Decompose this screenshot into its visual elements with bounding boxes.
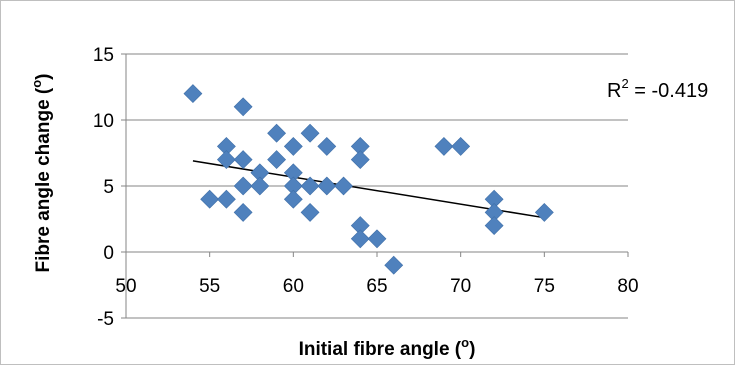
- y-tick-label: 15: [93, 45, 114, 66]
- data-point: [385, 256, 403, 274]
- data-point: [301, 124, 319, 142]
- x-tick-label: 75: [534, 276, 555, 297]
- data-point: [301, 203, 319, 221]
- data-point: [268, 151, 286, 169]
- data-point: [368, 230, 386, 248]
- data-point: [452, 137, 470, 155]
- y-tick-label: 10: [93, 111, 114, 132]
- data-point: [535, 203, 553, 221]
- x-tick-label: 65: [366, 276, 387, 297]
- data-point: [351, 151, 369, 169]
- data-point: [234, 177, 252, 195]
- data-point: [268, 124, 286, 142]
- data-point: [234, 98, 252, 116]
- data-point: [184, 85, 202, 103]
- r-squared-annotation: R2 = -0.419: [607, 76, 708, 102]
- data-point: [318, 177, 336, 195]
- data-point: [485, 217, 503, 235]
- y-axis-title: Fibre angle change (o): [29, 73, 54, 272]
- data-point: [234, 151, 252, 169]
- data-point: [351, 230, 369, 248]
- data-point: [251, 177, 269, 195]
- x-axis-title: Initial fibre angle (o): [299, 335, 476, 360]
- data-points: [184, 85, 553, 275]
- data-point: [234, 203, 252, 221]
- y-tick-label: 5: [103, 177, 114, 198]
- x-tick-label: 50: [115, 276, 136, 297]
- x-tick-label: 70: [450, 276, 471, 297]
- data-point: [284, 137, 302, 155]
- data-point: [301, 177, 319, 195]
- x-tick-label: 60: [283, 276, 304, 297]
- data-point: [201, 190, 219, 208]
- x-tick-label: 55: [199, 276, 220, 297]
- data-point: [318, 137, 336, 155]
- data-point: [217, 190, 235, 208]
- data-point: [435, 137, 453, 155]
- x-tick-label: 80: [617, 276, 638, 297]
- data-point: [335, 177, 353, 195]
- tick-labels: -5 0 5 10 15 50 55 60 65 70 75 80: [93, 45, 639, 330]
- y-tick-label: -5: [97, 309, 114, 330]
- y-tick-label: 0: [103, 243, 114, 264]
- data-point: [284, 190, 302, 208]
